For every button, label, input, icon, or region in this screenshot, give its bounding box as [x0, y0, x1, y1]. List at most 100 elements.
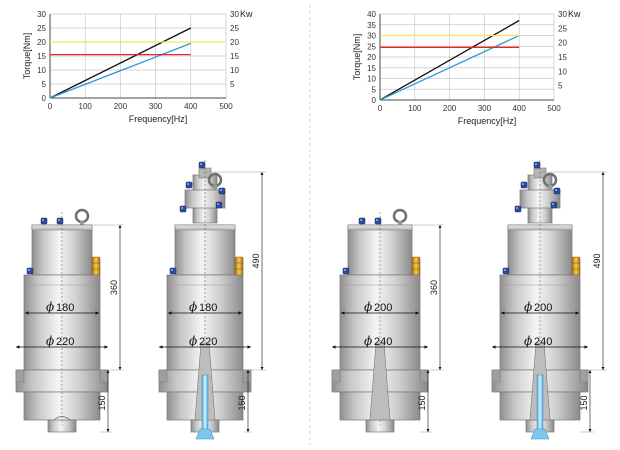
y2-tick-label: 10	[558, 67, 567, 76]
y-tick-label: 5	[42, 80, 47, 89]
diameter-symbol: ϕ	[46, 300, 54, 314]
x-tick-label: 500	[547, 104, 561, 113]
y2-tick-label: 30	[230, 10, 239, 19]
bolt-highlight	[360, 219, 362, 221]
lifting-eye-icon	[74, 208, 90, 224]
height-dim-value: 490	[251, 253, 261, 268]
y-tick-label: 30	[37, 10, 46, 19]
series-line-black	[49, 27, 192, 99]
bolt-highlight	[28, 269, 30, 271]
bolt-highlight	[344, 269, 346, 271]
y2-tick-label: 5	[230, 80, 235, 89]
coolant-tube	[536, 374, 544, 431]
y2-tick-label: 20	[230, 38, 239, 47]
x-tick-label: 500	[219, 102, 233, 111]
inner-diameter-value: 200	[534, 302, 552, 314]
bolt-highlight	[504, 269, 506, 271]
coolant-tube	[201, 374, 209, 431]
y-tick-label: 40	[367, 10, 376, 19]
tool-taper	[369, 342, 391, 421]
bolt-highlight	[217, 203, 219, 205]
x-tick-label: 300	[478, 104, 492, 113]
eye-stem	[213, 185, 217, 190]
bolt-highlight	[555, 189, 557, 191]
bolt-highlight	[516, 207, 518, 209]
inner-diameter-value: 200	[374, 302, 392, 314]
x-tick-label: 0	[378, 104, 383, 113]
bolt-highlight	[171, 269, 173, 271]
y-tick-label: 20	[367, 53, 376, 62]
bolt-highlight	[535, 163, 537, 165]
y2-tick-label: 5	[558, 82, 563, 91]
series-line-blue	[49, 42, 192, 99]
flange-notch	[491, 369, 501, 383]
brass-fitting-icon	[91, 256, 101, 276]
y2-tick-label: 25	[230, 24, 239, 33]
bolt-highlight	[58, 219, 60, 221]
y2-tick-label: 10	[230, 66, 239, 75]
y-tick-label: 15	[37, 52, 46, 61]
y2-tick-label: 15	[230, 52, 239, 61]
x-tick-label: 200	[443, 104, 457, 113]
lifting-eye-icon	[392, 208, 408, 224]
flange-notch	[419, 369, 429, 383]
x-tick-label: 400	[184, 102, 198, 111]
y-tick-label: 30	[367, 32, 376, 41]
coolant-nozzle-icon	[195, 428, 215, 440]
brass-fitting-icon	[411, 256, 421, 276]
bolt-highlight	[376, 219, 378, 221]
bolt-highlight	[522, 183, 524, 185]
bolt-highlight	[181, 207, 183, 209]
bottom-dim-value: 150	[579, 395, 589, 410]
diameter-symbol: ϕ	[189, 334, 197, 348]
outer-diameter-value: 240	[534, 336, 552, 348]
flange-notch	[242, 369, 252, 383]
coolant-nozzle-icon	[530, 428, 550, 440]
x-tick-label: 400	[513, 104, 527, 113]
flange-notch	[331, 369, 341, 383]
bottom-dim-value: 150	[237, 395, 247, 410]
y-axis-label: Torque[Nm]	[352, 34, 362, 81]
middle-body	[23, 274, 101, 371]
series-line-blue	[379, 34, 520, 101]
diameter-symbol: ϕ	[364, 334, 372, 348]
bottom-dim-value: 150	[417, 395, 427, 410]
flange-notch	[99, 369, 109, 383]
y-tick-label: 10	[37, 66, 46, 75]
bolt-highlight	[220, 189, 222, 191]
diameter-symbol: ϕ	[524, 300, 532, 314]
outer-diameter-value: 220	[199, 336, 217, 348]
y-tick-label: 10	[367, 75, 376, 84]
brass-fitting-icon	[234, 256, 244, 276]
bolt-highlight	[42, 219, 44, 221]
height-dim-value: 360	[109, 280, 119, 295]
flange-notch	[158, 369, 168, 383]
eye-stem	[398, 221, 402, 226]
y-axis-label: Torque[Nm]	[22, 33, 32, 80]
inner-diameter-value: 180	[199, 302, 217, 314]
x-tick-label: 0	[48, 102, 53, 111]
y-tick-label: 5	[372, 85, 377, 94]
height-dim-value: 360	[429, 280, 439, 295]
flange-notch	[15, 369, 25, 383]
y2-tick-label: 15	[558, 53, 567, 62]
y2-axis-label: Kw	[568, 9, 581, 19]
y2-tick-label: 25	[558, 24, 567, 33]
eye-stem	[80, 221, 84, 226]
y-tick-label: 0	[372, 96, 377, 105]
outer-diameter-value: 240	[374, 336, 392, 348]
y2-tick-label: 30	[558, 10, 567, 19]
y-tick-label: 25	[367, 42, 376, 51]
brass-fitting-icon	[571, 256, 581, 276]
outer-diameter-value: 220	[56, 336, 74, 348]
bolt-highlight	[200, 163, 202, 165]
x-tick-label: 100	[79, 102, 93, 111]
x-tick-label: 100	[408, 104, 422, 113]
y2-tick-label: 20	[558, 39, 567, 48]
bolt-highlight	[552, 203, 554, 205]
x-axis-label: Frequency[Hz]	[129, 114, 188, 124]
